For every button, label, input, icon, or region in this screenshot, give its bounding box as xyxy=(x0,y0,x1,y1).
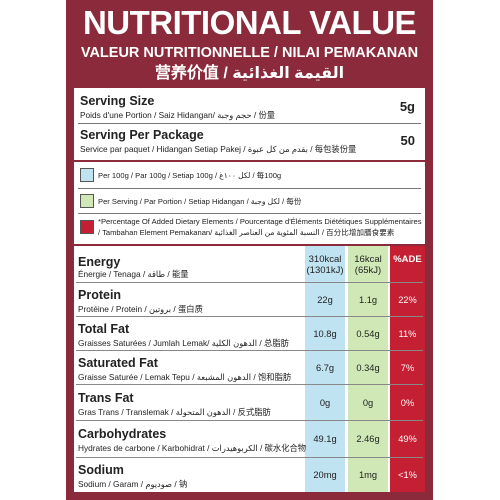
per100-value: 10.8g xyxy=(313,329,337,339)
table-row: Sodium Sodium / Garam / صوديوم / 钠 20mg … xyxy=(74,458,425,492)
energy-per-serving: 16kcal (65kJ) xyxy=(348,254,388,276)
page-subtitle: VALEUR NUTRITIONNELLE / NILAI PEMAKANAN xyxy=(80,45,419,61)
nutrient-translations: Énergie / Tenaga / طاقة / 能量 xyxy=(78,269,189,279)
nutrient-translations: Graisse Saturée / Lemak Tepu / الدهون ال… xyxy=(78,372,292,382)
ade-value: <1% xyxy=(398,470,417,480)
serving-size-value: 5g xyxy=(399,99,415,114)
ade-value: 11% xyxy=(398,329,417,339)
legend-ade-text-line1: *Percentage Of Added Dietary Elements / … xyxy=(98,217,422,226)
per100-value: 22g xyxy=(317,295,333,305)
legend-box: Per 100g / Par 100g / Setiap 100g / لكل … xyxy=(74,162,425,244)
per100-value: 20mg xyxy=(313,470,337,480)
serving-size-translations: Poids d'une Portion / Saiz Hidangan/ حجم… xyxy=(80,110,276,120)
nutrient-name: Saturated Fat xyxy=(78,356,158,370)
nutrient-name: Trans Fat xyxy=(78,391,134,405)
serving-box: Serving Size Poids d'une Portion / Saiz … xyxy=(74,88,425,160)
divider xyxy=(78,213,421,214)
ade-header: %ADE xyxy=(393,254,422,265)
table-row: Total Fat Graisses Saturées / Jumlah Lem… xyxy=(74,317,425,350)
divider xyxy=(76,457,423,458)
per-serving-value: 1mg xyxy=(358,470,378,480)
nutrient-translations: Graisses Saturées / Jumlah Lemak/ الدهون… xyxy=(78,338,289,348)
table-row: Carbohydrates Hydrates de carbone / Karb… xyxy=(74,421,425,457)
page-title: NUTRITIONAL VALUE xyxy=(82,4,417,41)
serving-package-value: 50 xyxy=(400,133,415,148)
per-serving-value: 0.54g xyxy=(356,329,380,339)
legend-swatch-per-serving xyxy=(80,194,94,208)
nutrient-name: Carbohydrates xyxy=(78,427,167,441)
serving-package-label: Serving Per Package xyxy=(80,128,204,142)
energy-per100-kj: (1301kJ) xyxy=(306,265,344,276)
nutrient-translations: Gras Trans / Translemak / الدهون المتحول… xyxy=(78,407,271,417)
per100-value: 0g xyxy=(319,398,331,408)
legend-swatch-per100 xyxy=(80,168,94,182)
per100-value: 6.7g xyxy=(315,363,335,373)
legend-swatch-ade xyxy=(80,220,94,234)
table-row: Saturated Fat Graisse Saturée / Lemak Te… xyxy=(74,351,425,384)
divider xyxy=(76,384,423,385)
per-serving-value: 0.34g xyxy=(356,363,380,373)
legend-per100-text: Per 100g / Par 100g / Setiap 100g / لكل … xyxy=(98,171,282,180)
nutrient-translations: Hydrates de carbone / Karbohidrat / الكر… xyxy=(78,443,307,453)
serving-size-label: Serving Size xyxy=(80,94,155,108)
legend-per-serving-text: Per Serving / Par Portion / Setiap Hidan… xyxy=(98,197,302,206)
table-row: Energy Énergie / Tenaga / طاقة / 能量 310k… xyxy=(74,246,425,282)
page-subtitle-translations: 营养价值 / القيمة الغذائية xyxy=(154,65,345,82)
divider xyxy=(78,123,421,124)
divider xyxy=(76,350,423,351)
energy-per100: 310kcal (1301kJ) xyxy=(305,254,345,276)
nutrition-table: Energy Énergie / Tenaga / طاقة / 能量 310k… xyxy=(74,246,425,492)
energy-serving-kj: (65kJ) xyxy=(354,265,382,276)
column-per-serving xyxy=(348,246,388,492)
table-row: Trans Fat Gras Trans / Translemak / الده… xyxy=(74,385,425,420)
header: NUTRITIONAL VALUE VALEUR NUTRITIONNELLE … xyxy=(66,0,433,88)
ade-value: 7% xyxy=(400,363,415,373)
ade-value: 0% xyxy=(400,398,415,408)
per-serving-value: 0g xyxy=(362,398,374,408)
legend-ade-text-line2: / Tambahan Element Pemakanan/ النسبة الم… xyxy=(98,228,395,237)
ade-value: 49% xyxy=(398,434,417,444)
nutrient-translations: Protéine / Protein / بروتين / 蛋白质 xyxy=(78,304,203,314)
table-row: Protein Protéine / Protein / بروتين / 蛋白… xyxy=(74,283,425,316)
nutrient-name: Protein xyxy=(78,288,122,302)
column-per100 xyxy=(305,246,345,492)
serving-package-translations: Service par paquet / Hidangan Setiap Pak… xyxy=(80,144,357,154)
nutrient-translations: Sodium / Garam / صوديوم / 钠 xyxy=(78,479,188,489)
energy-per100-kcal: 310kcal xyxy=(308,254,342,265)
nutrient-name: Energy xyxy=(78,255,121,269)
nutrient-name: Total Fat xyxy=(78,322,130,336)
divider xyxy=(76,282,423,283)
ade-value: 22% xyxy=(398,295,417,305)
per-serving-value: 2.46g xyxy=(356,434,380,444)
column-ade xyxy=(390,246,425,492)
per100-value: 49.1g xyxy=(313,434,337,444)
nutrient-name: Sodium xyxy=(78,463,124,477)
divider xyxy=(78,188,421,189)
divider xyxy=(76,420,423,421)
per-serving-value: 1.1g xyxy=(358,295,378,305)
energy-serving-kcal: 16kcal xyxy=(354,254,382,265)
divider xyxy=(76,316,423,317)
